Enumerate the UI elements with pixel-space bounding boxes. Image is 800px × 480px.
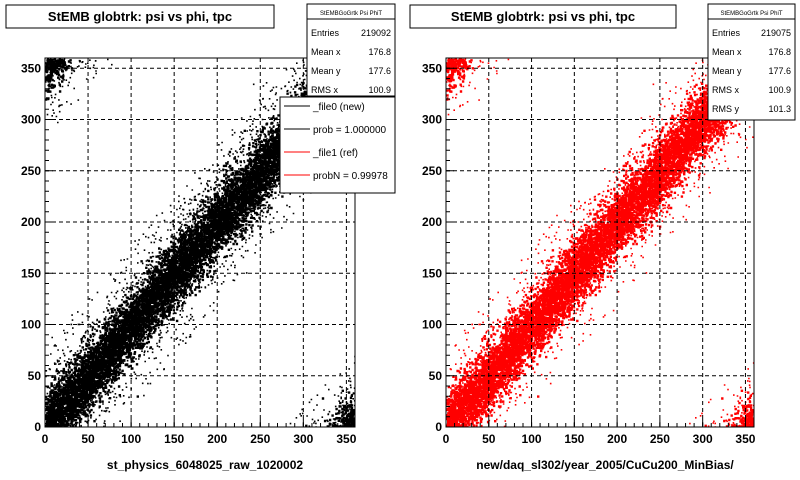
x-tick-label: 350 (735, 432, 755, 446)
y-tick-label: 250 (422, 164, 442, 178)
stats-value: 219075 (761, 28, 791, 38)
stats-label: Mean x (712, 47, 742, 57)
x-tick-label: 50 (81, 432, 95, 446)
x-tick-label: 0 (443, 432, 450, 446)
y-tick-label: 0 (34, 420, 41, 434)
stats-value: 219092 (361, 28, 391, 38)
x-tick-label: 150 (564, 432, 584, 446)
stats-value: 176.8 (768, 47, 791, 57)
x-tick-label: 250 (250, 432, 270, 446)
stats-label: Entries (311, 28, 340, 38)
legend-entry: probN = 0.99978 (313, 171, 388, 182)
y-tick-label: 150 (422, 266, 442, 280)
x-axis-label: st_physics_6048025_raw_1020002 (107, 458, 303, 472)
y-tick-label: 0 (435, 420, 442, 434)
y-tick-label: 150 (21, 266, 41, 280)
stats-label: Mean y (712, 66, 742, 76)
stats-name: StEMBGoGrtk Psi PhiT (720, 11, 782, 17)
y-tick-label: 350 (422, 61, 442, 75)
y-tick-label: 200 (21, 215, 41, 229)
y-tick-label: 50 (28, 369, 42, 383)
stats-label: RMS y (712, 104, 740, 114)
legend-box (279, 96, 396, 194)
stats-value: 177.6 (368, 66, 391, 76)
x-tick-label: 150 (164, 432, 184, 446)
stats-value: 176.8 (368, 47, 391, 57)
chart-title: StEMB globtrk: psi vs phi, tpc (451, 9, 635, 24)
legend-entry: _file0 (new) (312, 102, 365, 113)
chart-title: StEMB globtrk: psi vs phi, tpc (48, 9, 232, 24)
y-tick-label: 250 (21, 164, 41, 178)
legend-entry: prob = 1.000000 (313, 125, 387, 136)
stats-label: RMS x (712, 85, 740, 95)
title-box (409, 4, 677, 29)
y-tick-label: 300 (21, 113, 41, 127)
stats-label: RMS x (311, 85, 339, 95)
x-tick-label: 300 (693, 432, 713, 446)
x-tick-label: 0 (42, 432, 49, 446)
chart-panel-2: 0 50 100 150 200 250 300 350 0 50 100 150 200 250 300 3… (409, 3, 796, 472)
legend: _file0 (new) prob = 1.000000 _file1 (ref) p… (284, 102, 388, 182)
stats-value: 101.3 (768, 104, 791, 114)
x-tick-label: 100 (121, 432, 141, 446)
x-tick-label: 350 (336, 432, 356, 446)
x-tick-label: 250 (650, 432, 670, 446)
stats-box (707, 3, 796, 121)
scatter-points (446, 58, 754, 427)
x-tick-label: 200 (607, 432, 627, 446)
y-tick-label: 100 (422, 318, 442, 332)
stats-label: Entries (712, 28, 741, 38)
stats-label: Mean y (311, 66, 341, 76)
y-tick-label: 350 (21, 61, 41, 75)
legend-entry: _file1 (ref) (312, 148, 358, 159)
stats-label: Mean x (311, 47, 341, 57)
scatter-points (45, 58, 355, 427)
x-tick-label: 200 (207, 432, 227, 446)
y-tick-label: 300 (422, 113, 442, 127)
y-tick-label: 100 (21, 318, 41, 332)
stats-name: StEMBGoGrtk Psi PhiT (320, 11, 382, 17)
stats-value: 100.9 (368, 85, 391, 95)
chart-panel-1: 0 50 100 150 200 250 300 350 0 50 100 150 200 250 300 3… (5, 3, 396, 472)
stats-value: 100.9 (768, 85, 791, 95)
title-box (5, 4, 275, 29)
x-tick-label: 100 (522, 432, 542, 446)
y-tick-label: 200 (422, 215, 442, 229)
x-axis-label: new/daq_sl302/year_2005/CuCu200_MinBias/ (476, 458, 734, 472)
x-tick-label: 50 (482, 432, 496, 446)
stats-value: 177.6 (768, 66, 791, 76)
y-tick-label: 50 (429, 369, 443, 383)
x-tick-label: 300 (293, 432, 313, 446)
